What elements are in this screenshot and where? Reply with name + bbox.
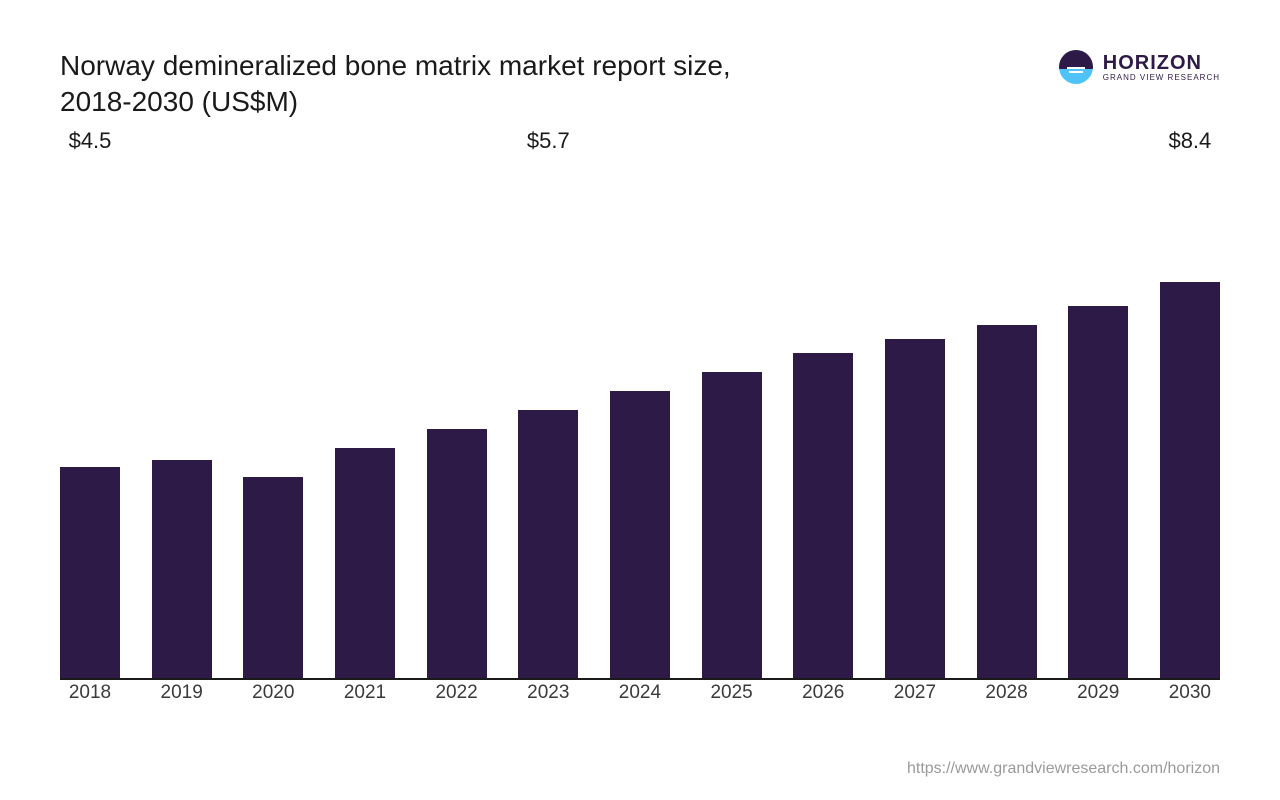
bar-2030[interactable] <box>1160 282 1220 680</box>
bar-col-2021 <box>335 160 395 680</box>
bar-2018[interactable] <box>60 467 120 680</box>
year-label-2029[interactable]: 2029 <box>1068 682 1128 720</box>
bar-col-2026 <box>793 160 853 680</box>
bar-col-2029 <box>1068 160 1128 680</box>
bar-2025[interactable] <box>702 372 762 680</box>
bar-2024[interactable] <box>610 391 670 680</box>
bar-value-2023: $5.7 <box>527 128 570 154</box>
year-label-2023[interactable]: 2023 <box>518 682 578 720</box>
bars-container: $4.5 $5.7 <box>60 160 1220 680</box>
bar-col-2020 <box>243 160 303 680</box>
year-label-2026[interactable]: 2026 <box>793 682 853 720</box>
bar-2020[interactable] <box>243 477 303 680</box>
bar-col-2025 <box>702 160 762 680</box>
horizon-logo-icon <box>1059 50 1093 84</box>
year-label-2025[interactable]: 2025 <box>702 682 762 720</box>
bar-col-2024 <box>610 160 670 680</box>
bar-2023[interactable] <box>518 410 578 680</box>
year-label-2022[interactable]: 2022 <box>427 682 487 720</box>
brand-logo: HORIZON GRAND VIEW RESEARCH <box>1059 50 1220 84</box>
bar-value-2018: $4.5 <box>69 128 112 154</box>
year-label-2027[interactable]: 2027 <box>885 682 945 720</box>
chart-header: Norway demineralized bone matrix market … <box>60 48 1020 121</box>
year-label-2024[interactable]: 2024 <box>610 682 670 720</box>
bar-chart: $4.5 $5.7 <box>60 160 1220 720</box>
year-label-2030[interactable]: 2030 <box>1160 682 1220 720</box>
logo-text-sub: GRAND VIEW RESEARCH <box>1103 74 1220 83</box>
chart-title-line2: 2018-2030 (US$M) <box>60 86 298 117</box>
bar-2022[interactable] <box>427 429 487 680</box>
bar-col-2027 <box>885 160 945 680</box>
report-chart-page: Norway demineralized bone matrix market … <box>0 0 1280 800</box>
year-label-2018[interactable]: 2018 <box>60 682 120 720</box>
year-label-2020[interactable]: 2020 <box>243 682 303 720</box>
bar-2026[interactable] <box>793 353 853 680</box>
bar-col-2018: $4.5 <box>60 160 120 680</box>
year-labels-row: 2018 2019 2020 2021 2022 2023 2024 2025 … <box>60 682 1220 720</box>
bar-2027[interactable] <box>885 339 945 680</box>
logo-text-main: HORIZON <box>1103 52 1220 74</box>
bar-col-2028 <box>977 160 1037 680</box>
footer-url[interactable]: https://www.grandviewresearch.com/horizo… <box>907 760 1220 778</box>
bar-2028[interactable] <box>977 325 1037 680</box>
year-label-2021[interactable]: 2021 <box>335 682 395 720</box>
year-label-2028[interactable]: 2028 <box>977 682 1037 720</box>
year-label-2019[interactable]: 2019 <box>152 682 212 720</box>
bar-2029[interactable] <box>1068 306 1128 680</box>
chart-title: Norway demineralized bone matrix market … <box>60 48 1020 121</box>
chart-title-line1: Norway demineralized bone matrix market … <box>60 50 731 81</box>
bar-col-2030: $8.4 <box>1160 160 1220 680</box>
bar-2019[interactable] <box>152 460 212 680</box>
bar-2021[interactable] <box>335 448 395 680</box>
bar-col-2022 <box>427 160 487 680</box>
bar-col-2023: $5.7 <box>518 160 578 680</box>
bar-col-2019 <box>152 160 212 680</box>
bar-value-2030: $8.4 <box>1168 128 1211 154</box>
chart-axis-line <box>60 678 1220 680</box>
